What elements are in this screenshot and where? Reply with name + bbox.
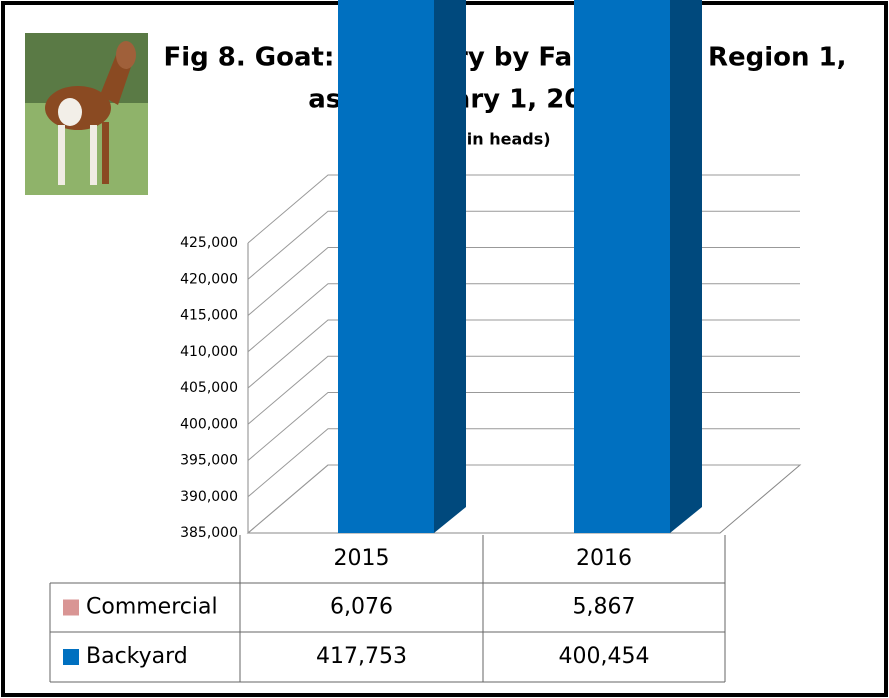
bar [574,0,670,533]
goat-picture [25,33,148,195]
legend-swatch [63,600,79,616]
y-tick-label: 405,000 [180,380,238,396]
y-tick-label: 400,000 [180,416,238,432]
table-value: 6,076 [330,595,393,620]
legend-swatch [63,649,79,665]
x-tick-label: 2015 [334,546,390,571]
y-tick-label: 395,000 [180,453,238,469]
chart-subtitle: (in heads) [459,130,550,149]
legend-label: Backyard [86,644,188,669]
chart: Fig 8. Goat: Inventory by Farm Type, Reg… [0,0,889,698]
bar [338,0,434,533]
page: Fig 8. Goat: Inventory by Farm Type, Reg… [0,0,889,698]
y-tick-label: 415,000 [180,308,238,324]
chart-title: Fig 8. Goat: Inventory by Farm Type, Reg… [163,43,846,73]
y-tick-label: 390,000 [180,489,238,505]
y-tick-label: 420,000 [180,271,238,287]
bar-side [670,0,702,533]
floor [248,465,800,533]
table-value: 417,753 [316,644,407,669]
x-tick-label: 2016 [576,546,632,571]
y-tick-label: 385,000 [180,525,238,541]
table-value: 400,454 [559,644,650,669]
y-tick-label: 410,000 [180,344,238,360]
legend-label: Commercial [86,595,218,620]
bar-side [434,0,466,533]
table-value: 5,867 [573,595,636,620]
y-tick-label: 425,000 [180,235,238,251]
